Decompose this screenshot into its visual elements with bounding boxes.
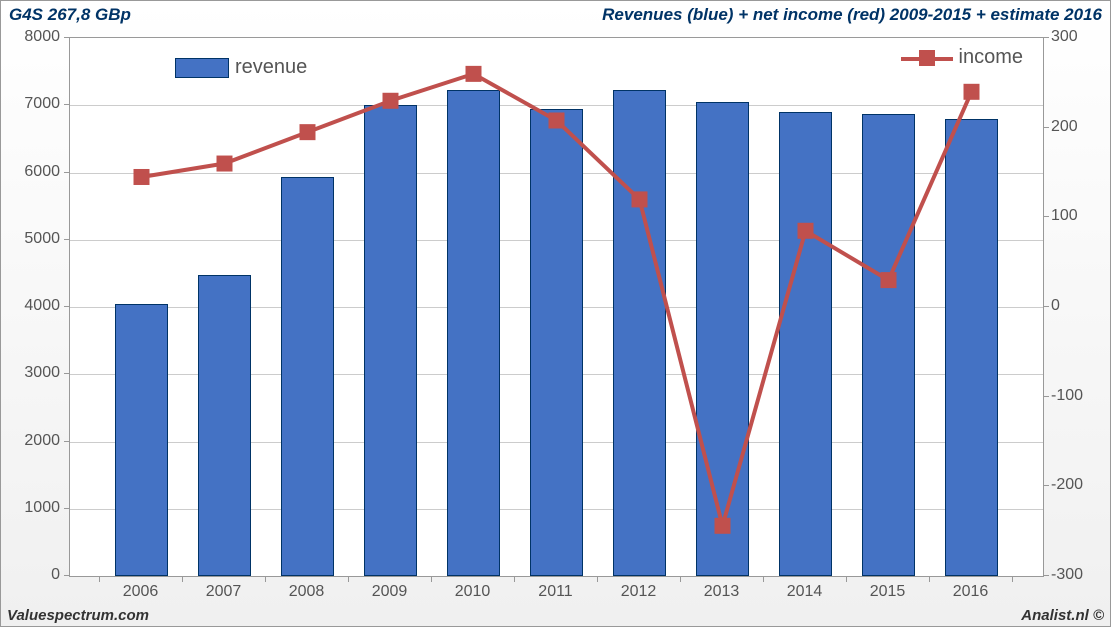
x-axis-label: 2014 — [787, 583, 823, 601]
footer-left: Valuespectrum.com — [7, 607, 149, 624]
legend-income: income — [901, 46, 1023, 69]
y-right-label: 0 — [1051, 297, 1106, 315]
chart-header: G4S 267,8 GBp Revenues (blue) + net inco… — [1, 1, 1110, 29]
y-left-label: 2000 — [5, 432, 60, 450]
y-right-label: -200 — [1051, 476, 1106, 494]
y-left-label: 5000 — [5, 230, 60, 248]
legend-revenue-swatch — [175, 58, 229, 78]
revenue-bar — [281, 177, 335, 576]
title-left: G4S 267,8 GBp — [9, 5, 131, 25]
x-axis-label: 2010 — [455, 583, 491, 601]
x-axis-label: 2008 — [289, 583, 325, 601]
revenue-bar — [364, 105, 418, 576]
x-axis-label: 2015 — [870, 583, 906, 601]
chart-container: G4S 267,8 GBp Revenues (blue) + net inco… — [0, 0, 1111, 627]
revenue-bar — [613, 90, 667, 576]
y-right-label: 100 — [1051, 207, 1106, 225]
y-left-label: 4000 — [5, 297, 60, 315]
revenue-bar — [447, 90, 501, 576]
chart-footer: Valuespectrum.com Analist.nl © — [7, 607, 1104, 624]
revenue-bar — [862, 114, 916, 576]
y-left-label: 0 — [5, 566, 60, 584]
x-axis-label: 2009 — [372, 583, 408, 601]
y-left-label: 6000 — [5, 163, 60, 181]
plot-area: revenue income — [69, 37, 1044, 577]
gridline — [70, 105, 1043, 106]
y-right-label: 200 — [1051, 118, 1106, 136]
revenue-bar — [696, 102, 750, 576]
x-axis-label: 2011 — [538, 583, 572, 601]
y-left-label: 1000 — [5, 499, 60, 517]
revenue-bar — [115, 304, 169, 576]
x-axis-label: 2016 — [953, 583, 989, 601]
y-right-label: -100 — [1051, 387, 1106, 405]
footer-right: Analist.nl © — [1021, 607, 1104, 624]
y-right-label: 300 — [1051, 28, 1106, 46]
revenue-bar — [779, 112, 833, 576]
x-axis-label: 2013 — [704, 583, 740, 601]
legend-income-swatch — [901, 47, 953, 69]
legend-income-label: income — [959, 46, 1023, 69]
y-left-label: 3000 — [5, 364, 60, 382]
legend-revenue-label: revenue — [235, 56, 307, 79]
revenue-bar — [530, 109, 584, 576]
revenue-bar — [945, 119, 999, 576]
y-left-label: 8000 — [5, 28, 60, 46]
revenue-bar — [198, 275, 252, 576]
x-axis-label: 2012 — [621, 583, 657, 601]
legend-revenue: revenue — [175, 56, 307, 79]
x-axis-label: 2007 — [206, 583, 242, 601]
title-right: Revenues (blue) + net income (red) 2009-… — [602, 5, 1102, 25]
y-right-label: -300 — [1051, 566, 1106, 584]
y-left-label: 7000 — [5, 95, 60, 113]
x-axis-label: 2006 — [123, 583, 159, 601]
